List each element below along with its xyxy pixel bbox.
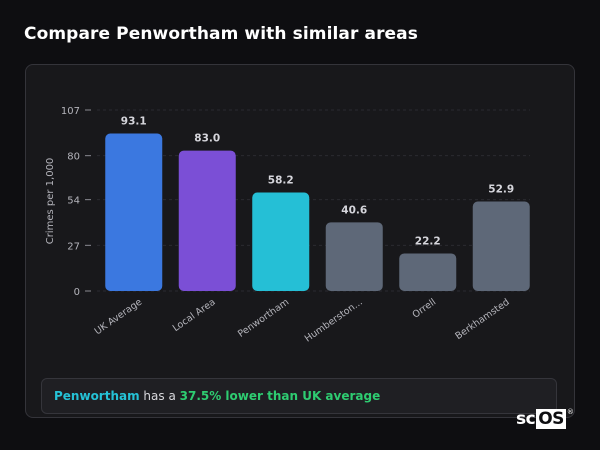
bar: [399, 253, 457, 291]
summary-area-name: Penwortham: [54, 389, 140, 403]
bar: [252, 192, 310, 291]
x-category-label: Local Area: [171, 297, 218, 334]
scos-logo: sc OS ®: [516, 408, 574, 430]
y-tick-label: 107: [61, 106, 80, 117]
page-title: Compare Penwortham with similar areas: [24, 24, 418, 44]
x-category-label: Berkhamsted: [453, 297, 511, 342]
x-category-label: Humberston...: [303, 297, 365, 345]
y-tick-label: 80: [67, 152, 80, 163]
bar-value-label: 93.1: [121, 116, 147, 128]
bar: [178, 150, 236, 291]
bar-value-label: 22.2: [415, 235, 441, 247]
logo-registered-mark: ®: [566, 408, 574, 416]
bar: [105, 133, 163, 291]
logo-prefix: sc: [516, 409, 536, 429]
logo-boxed-text: OS: [536, 409, 566, 429]
bar: [325, 222, 383, 291]
bar-value-label: 40.6: [341, 204, 367, 216]
y-tick-label: 0: [74, 287, 80, 298]
x-category-label: UK Average: [93, 297, 145, 338]
y-axis-label: Crimes per 1,000: [45, 158, 56, 245]
y-tick-label: 27: [67, 241, 80, 252]
comparison-summary: Penwortham has a 37.5% lower than UK ave…: [41, 378, 557, 414]
y-tick-label: 54: [67, 196, 80, 207]
summary-text: has a: [139, 389, 180, 403]
bar-value-label: 83.0: [194, 133, 220, 145]
bar-value-label: 58.2: [268, 175, 294, 187]
bar-value-label: 52.9: [488, 184, 514, 196]
summary-highlight: 37.5% lower than UK average: [179, 389, 381, 403]
x-category-label: Penwortham: [236, 297, 291, 340]
bar: [472, 201, 530, 291]
x-category-label: Orrell: [410, 297, 438, 321]
